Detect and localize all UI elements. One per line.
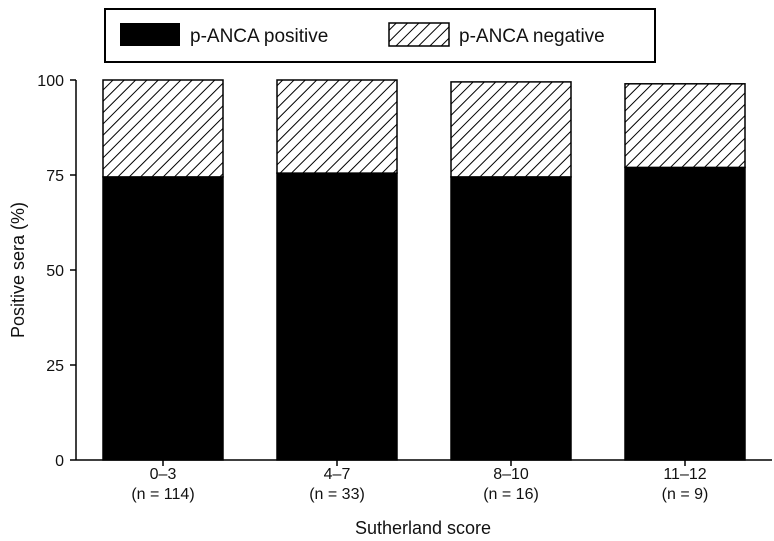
x-tick-label-1: 4–7 — [324, 466, 351, 483]
legend-swatch-negative — [388, 22, 450, 47]
category-labels-group: 0–3 (n = 114) 4–7 (n = 33) 8–10 (n = 16) 11–12… — [131, 466, 708, 503]
x-axis-title: Sutherland score — [355, 518, 491, 538]
y-tick-label-0: 0 — [55, 453, 64, 470]
y-tick-label-4: 100 — [37, 73, 64, 90]
legend-swatch-positive — [120, 23, 180, 46]
bar-positive-2 — [450, 176, 572, 461]
legend-label-negative: p-ANCA negative — [459, 26, 605, 47]
x-tick-label-2: 8–10 — [493, 466, 529, 483]
bar-positive-0 — [102, 176, 224, 461]
y-ticks-group: 0 25 50 75 100 — [37, 73, 76, 470]
legend-label-positive: p-ANCA positive — [190, 26, 328, 47]
y-tick-label-2: 50 — [46, 263, 64, 280]
bar-negative-1 — [276, 79, 398, 174]
bar-negative-3 — [624, 83, 746, 169]
x-tick-sublabel-0: (n = 114) — [131, 486, 194, 503]
x-tick-sublabel-2: (n = 16) — [483, 486, 539, 503]
x-tick-sublabel-1: (n = 33) — [309, 486, 365, 503]
y-tick-label-1: 25 — [46, 358, 64, 375]
bar-positive-1 — [276, 172, 398, 461]
bar-positive-3 — [624, 166, 746, 461]
legend: p-ANCA positive p-ANCA negative — [104, 8, 656, 63]
y-tick-label-3: 75 — [46, 168, 64, 185]
bars-group — [102, 79, 746, 466]
legend-box — [104, 8, 656, 63]
x-tick-label-3: 11–12 — [663, 466, 706, 483]
bar-negative-0 — [102, 79, 224, 178]
bar-negative-2 — [450, 81, 572, 178]
x-tick-sublabel-3: (n = 9) — [662, 486, 709, 503]
y-axis-title: Positive sera (%) — [8, 202, 28, 338]
x-tick-label-0: 0–3 — [150, 466, 177, 483]
